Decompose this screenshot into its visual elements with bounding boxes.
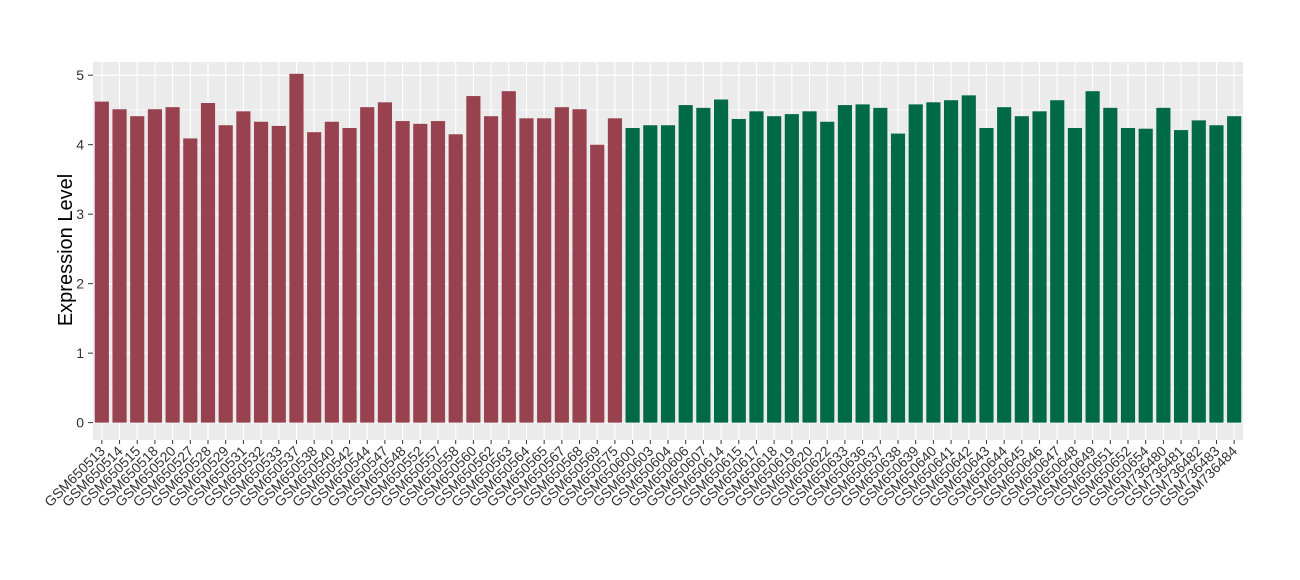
y-tick-label: 3 — [76, 206, 84, 222]
bar — [961, 95, 976, 423]
bar — [784, 114, 799, 423]
bar — [112, 109, 127, 423]
bar — [873, 107, 888, 423]
y-tick-label: 5 — [76, 67, 84, 83]
bar — [1050, 100, 1065, 423]
bar — [1085, 91, 1100, 423]
bar — [466, 96, 481, 423]
bar — [926, 102, 941, 423]
bar — [377, 102, 392, 423]
bar — [236, 111, 251, 423]
bar — [802, 111, 817, 423]
bar — [1014, 116, 1029, 423]
y-tick-label: 2 — [76, 276, 84, 292]
bar — [855, 104, 870, 423]
bar — [271, 125, 286, 423]
bar — [749, 111, 764, 423]
bar — [837, 105, 852, 423]
bar — [660, 125, 676, 423]
bar — [165, 107, 180, 423]
bar — [820, 121, 835, 423]
bar — [1156, 107, 1171, 423]
bar — [307, 132, 322, 423]
bar — [678, 105, 693, 423]
bar — [997, 107, 1012, 423]
bar — [572, 109, 587, 423]
bar — [607, 118, 622, 423]
bar — [94, 101, 109, 423]
bar — [590, 144, 605, 423]
bar — [218, 125, 233, 423]
bar — [1227, 116, 1242, 423]
bar — [554, 107, 569, 423]
bar — [1120, 128, 1136, 423]
bar — [1103, 107, 1118, 423]
bar — [731, 118, 746, 423]
bar — [979, 128, 994, 423]
bar — [484, 116, 499, 423]
y-tick-label: 4 — [76, 137, 84, 153]
bar — [767, 116, 782, 423]
bar — [360, 107, 375, 423]
bar — [200, 102, 216, 423]
bar — [944, 100, 959, 423]
bar — [289, 73, 304, 423]
bar — [342, 128, 357, 423]
y-axis-title: Expression Level — [55, 174, 77, 326]
y-tick-label: 0 — [76, 415, 84, 431]
bar — [1032, 111, 1047, 423]
bar — [395, 121, 410, 423]
y-tick-label: 1 — [76, 345, 84, 361]
bar — [1067, 128, 1082, 423]
bar — [448, 134, 463, 423]
bar — [519, 118, 534, 423]
bar — [413, 123, 428, 423]
bar — [254, 121, 269, 423]
bar — [890, 133, 906, 423]
bar — [696, 107, 711, 423]
bar — [1174, 130, 1189, 423]
bar — [430, 121, 446, 423]
bar — [625, 128, 640, 423]
bar — [537, 118, 552, 423]
bar — [183, 138, 198, 423]
bar — [501, 91, 516, 423]
bar — [324, 121, 339, 423]
bar — [714, 99, 729, 423]
bar — [908, 104, 923, 423]
bar — [147, 109, 162, 423]
bar — [1138, 128, 1153, 423]
bar — [1209, 125, 1224, 423]
bar — [643, 125, 658, 423]
bar — [1191, 120, 1206, 423]
bar — [130, 116, 145, 423]
